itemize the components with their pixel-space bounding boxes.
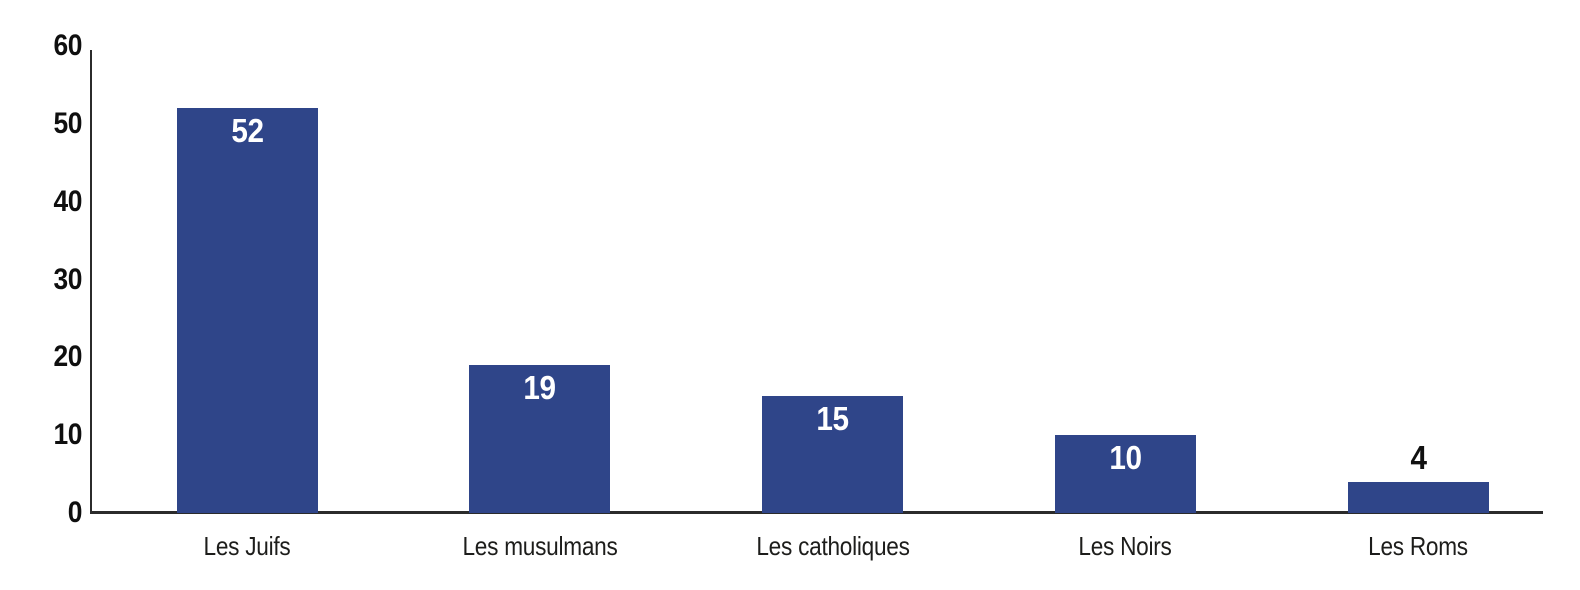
bar-value-label-les-musulmans: 19: [523, 369, 557, 407]
y-tick-label-20: 20: [53, 340, 83, 374]
bar-les-catholiques: [762, 396, 903, 513]
category-label-les-catholiques: Les catholiques: [755, 531, 910, 561]
y-tick-label-50: 50: [53, 106, 83, 140]
category-label-les-juifs: Les Juifs: [203, 531, 291, 561]
bar-value-label-les-roms: 4: [1409, 438, 1427, 476]
y-axis-line: [90, 50, 92, 513]
category-label-les-musulmans: Les musulmans: [462, 531, 618, 561]
bar-value-label-les-noirs: 10: [1109, 439, 1142, 477]
y-tick-label-60: 60: [53, 29, 83, 62]
y-tick-label-30: 30: [53, 262, 83, 296]
y-tick-label-40: 40: [53, 184, 83, 218]
bar-les-musulmans: [469, 365, 611, 513]
category-label-les-roms: Les Roms: [1368, 531, 1468, 561]
bar-value-label-les-juifs: 52: [230, 112, 264, 150]
bar-value-label-les-catholiques: 15: [816, 400, 849, 438]
bar-les-juifs: [176, 108, 318, 513]
category-label-les-noirs: Les Noirs: [1078, 531, 1172, 561]
bar-les-noirs: [1054, 435, 1196, 513]
bar-les-roms: [1347, 481, 1489, 513]
y-tick-label-10: 10: [53, 418, 83, 452]
y-tick-label-0: 0: [67, 496, 83, 529]
